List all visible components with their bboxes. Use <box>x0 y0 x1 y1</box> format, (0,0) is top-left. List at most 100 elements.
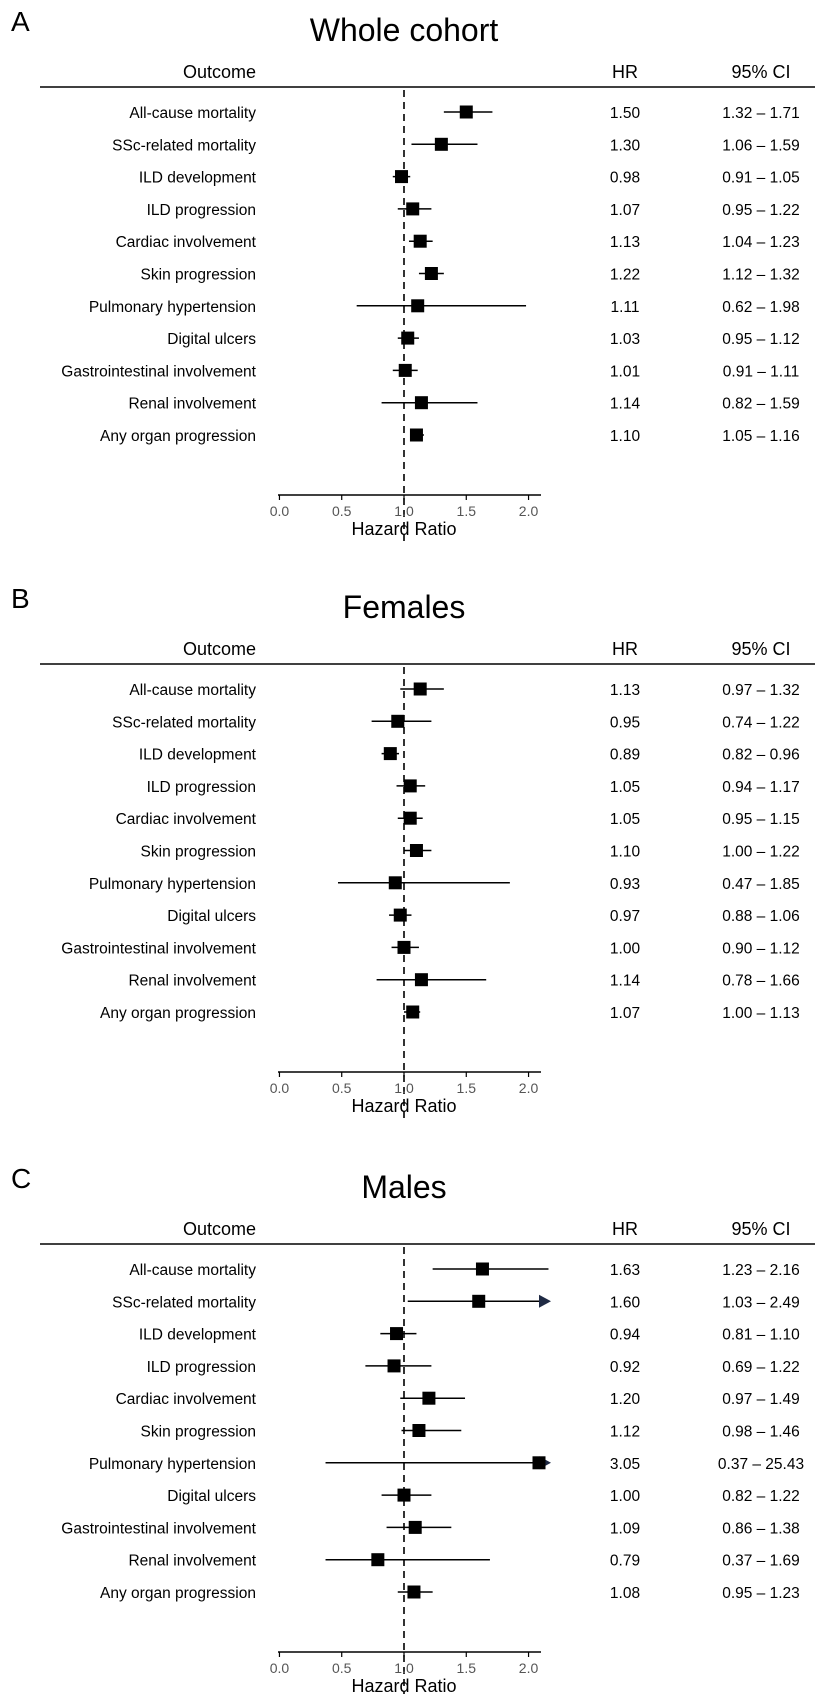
hr-marker <box>403 779 417 793</box>
x-tick-label: 0.5 <box>332 503 352 519</box>
hr-marker <box>408 1520 422 1534</box>
hr-marker <box>475 1262 489 1276</box>
row-hr-value: 0.95 <box>610 714 640 731</box>
x-tick-label: 0.0 <box>270 1660 290 1676</box>
row-ci-value: 1.05 – 1.16 <box>722 428 800 445</box>
row-hr-value: 1.05 <box>610 779 640 796</box>
panel-b: B Females Outcome HR 95% CI All-cause mortali… <box>11 583 815 1122</box>
column-header-outcome: Outcome <box>183 1219 256 1239</box>
row-hr-value: 1.07 <box>610 202 640 219</box>
panel-label: C <box>11 1163 31 1194</box>
hr-marker <box>388 876 402 890</box>
row-ci-value: 0.82 – 1.22 <box>722 1488 800 1505</box>
row-ci-value: 0.97 – 1.49 <box>722 1391 800 1408</box>
row-ci-value: 0.90 – 1.12 <box>722 940 800 957</box>
row-label: All-cause mortality <box>129 1262 256 1279</box>
hr-marker <box>414 973 428 987</box>
row-label: Cardiac involvement <box>116 811 257 828</box>
hr-marker <box>383 747 397 761</box>
row-hr-value: 1.14 <box>610 396 641 413</box>
row-label: ILD development <box>139 170 257 187</box>
row-ci-value: 1.03 – 2.49 <box>722 1294 800 1311</box>
row-label: Renal involvement <box>128 396 256 413</box>
hr-marker <box>391 714 405 728</box>
row-label: All-cause mortality <box>129 105 256 122</box>
row-label: SSc-related mortality <box>112 714 256 731</box>
row-label: Skin progression <box>141 1424 256 1441</box>
row-label: Any organ progression <box>100 1005 256 1022</box>
column-header-ci: 95% CI <box>731 1219 790 1239</box>
x-tick-label: 2.0 <box>519 503 539 519</box>
row-ci-value: 1.00 – 1.13 <box>722 1005 800 1022</box>
row-hr-value: 0.89 <box>610 747 640 764</box>
row-ci-value: 1.23 – 2.16 <box>722 1262 800 1279</box>
column-header-hr: HR <box>612 639 638 659</box>
x-axis-title: Hazard Ratio <box>351 519 456 539</box>
row-hr-value: 1.11 <box>610 299 639 316</box>
x-tick-label: 1.0 <box>394 1660 414 1676</box>
row-ci-value: 0.62 – 1.98 <box>722 299 800 316</box>
row-ci-value: 0.37 – 25.43 <box>718 1456 804 1473</box>
x-tick-label: 0.0 <box>270 1080 290 1096</box>
row-label: Any organ progression <box>100 1585 256 1602</box>
x-axis-title: Hazard Ratio <box>351 1676 456 1694</box>
row-ci-value: 0.97 – 1.32 <box>722 682 800 699</box>
row-label: Skin progression <box>141 844 256 861</box>
hr-marker <box>390 1327 404 1341</box>
hr-marker <box>409 844 423 857</box>
row-hr-value: 1.00 <box>610 940 641 957</box>
row-label: Digital ulcers <box>167 331 256 348</box>
row-label: Renal involvement <box>128 973 256 990</box>
row-ci-value: 0.82 – 0.96 <box>722 747 800 764</box>
row-ci-value: 0.95 – 1.15 <box>722 811 800 828</box>
row-hr-value: 1.03 <box>610 331 640 348</box>
row-ci-value: 0.74 – 1.22 <box>722 714 800 731</box>
panel-title: Whole cohort <box>310 12 499 48</box>
row-ci-value: 1.32 – 1.71 <box>722 105 800 122</box>
hr-marker <box>393 908 407 922</box>
hr-marker <box>532 1456 546 1470</box>
panel-title: Males <box>361 1169 446 1205</box>
row-label: SSc-related mortality <box>112 1294 256 1311</box>
column-header-ci: 95% CI <box>731 639 790 659</box>
row-ci-value: 0.78 – 1.66 <box>722 973 800 990</box>
row-hr-value: 1.10 <box>610 428 641 445</box>
row-hr-value: 1.14 <box>610 973 641 990</box>
row-label: Gastrointestinal involvement <box>61 940 256 957</box>
row-label: Renal involvement <box>128 1553 256 1570</box>
row-label: Skin progression <box>141 267 256 284</box>
x-tick-label: 0.0 <box>270 503 290 519</box>
row-label: Digital ulcers <box>167 1488 256 1505</box>
row-ci-value: 0.95 – 1.12 <box>722 331 800 348</box>
row-hr-value: 1.07 <box>610 1005 640 1022</box>
x-tick-label: 2.0 <box>519 1660 539 1676</box>
hr-marker <box>398 363 412 377</box>
row-label: ILD development <box>139 1327 257 1344</box>
column-header-outcome: Outcome <box>183 639 256 659</box>
row-hr-value: 1.63 <box>610 1262 640 1279</box>
hr-marker <box>371 1553 385 1567</box>
hr-marker <box>424 267 438 280</box>
row-label: Digital ulcers <box>167 908 256 925</box>
row-ci-value: 0.98 – 1.46 <box>722 1424 800 1441</box>
ci-arrow-icon <box>539 1294 551 1308</box>
row-hr-value: 1.13 <box>610 234 640 251</box>
row-label: ILD progression <box>147 779 256 796</box>
row-ci-value: 1.06 – 1.59 <box>722 137 800 154</box>
row-label: Pulmonary hypertension <box>89 876 256 893</box>
x-tick-label: 1.0 <box>394 503 414 519</box>
row-hr-value: 1.60 <box>610 1294 641 1311</box>
row-hr-value: 1.01 <box>610 363 640 380</box>
row-hr-value: 1.20 <box>610 1391 641 1408</box>
x-axis-title: Hazard Ratio <box>351 1096 456 1116</box>
row-hr-value: 0.93 <box>610 876 640 893</box>
row-hr-value: 1.10 <box>610 844 641 861</box>
column-header-outcome: Outcome <box>183 62 256 82</box>
hr-marker <box>406 202 420 216</box>
row-ci-value: 0.94 – 1.17 <box>722 779 800 796</box>
row-label: Pulmonary hypertension <box>89 299 256 316</box>
hr-marker <box>395 170 409 184</box>
hr-marker <box>397 1488 411 1502</box>
row-hr-value: 1.08 <box>610 1585 640 1602</box>
